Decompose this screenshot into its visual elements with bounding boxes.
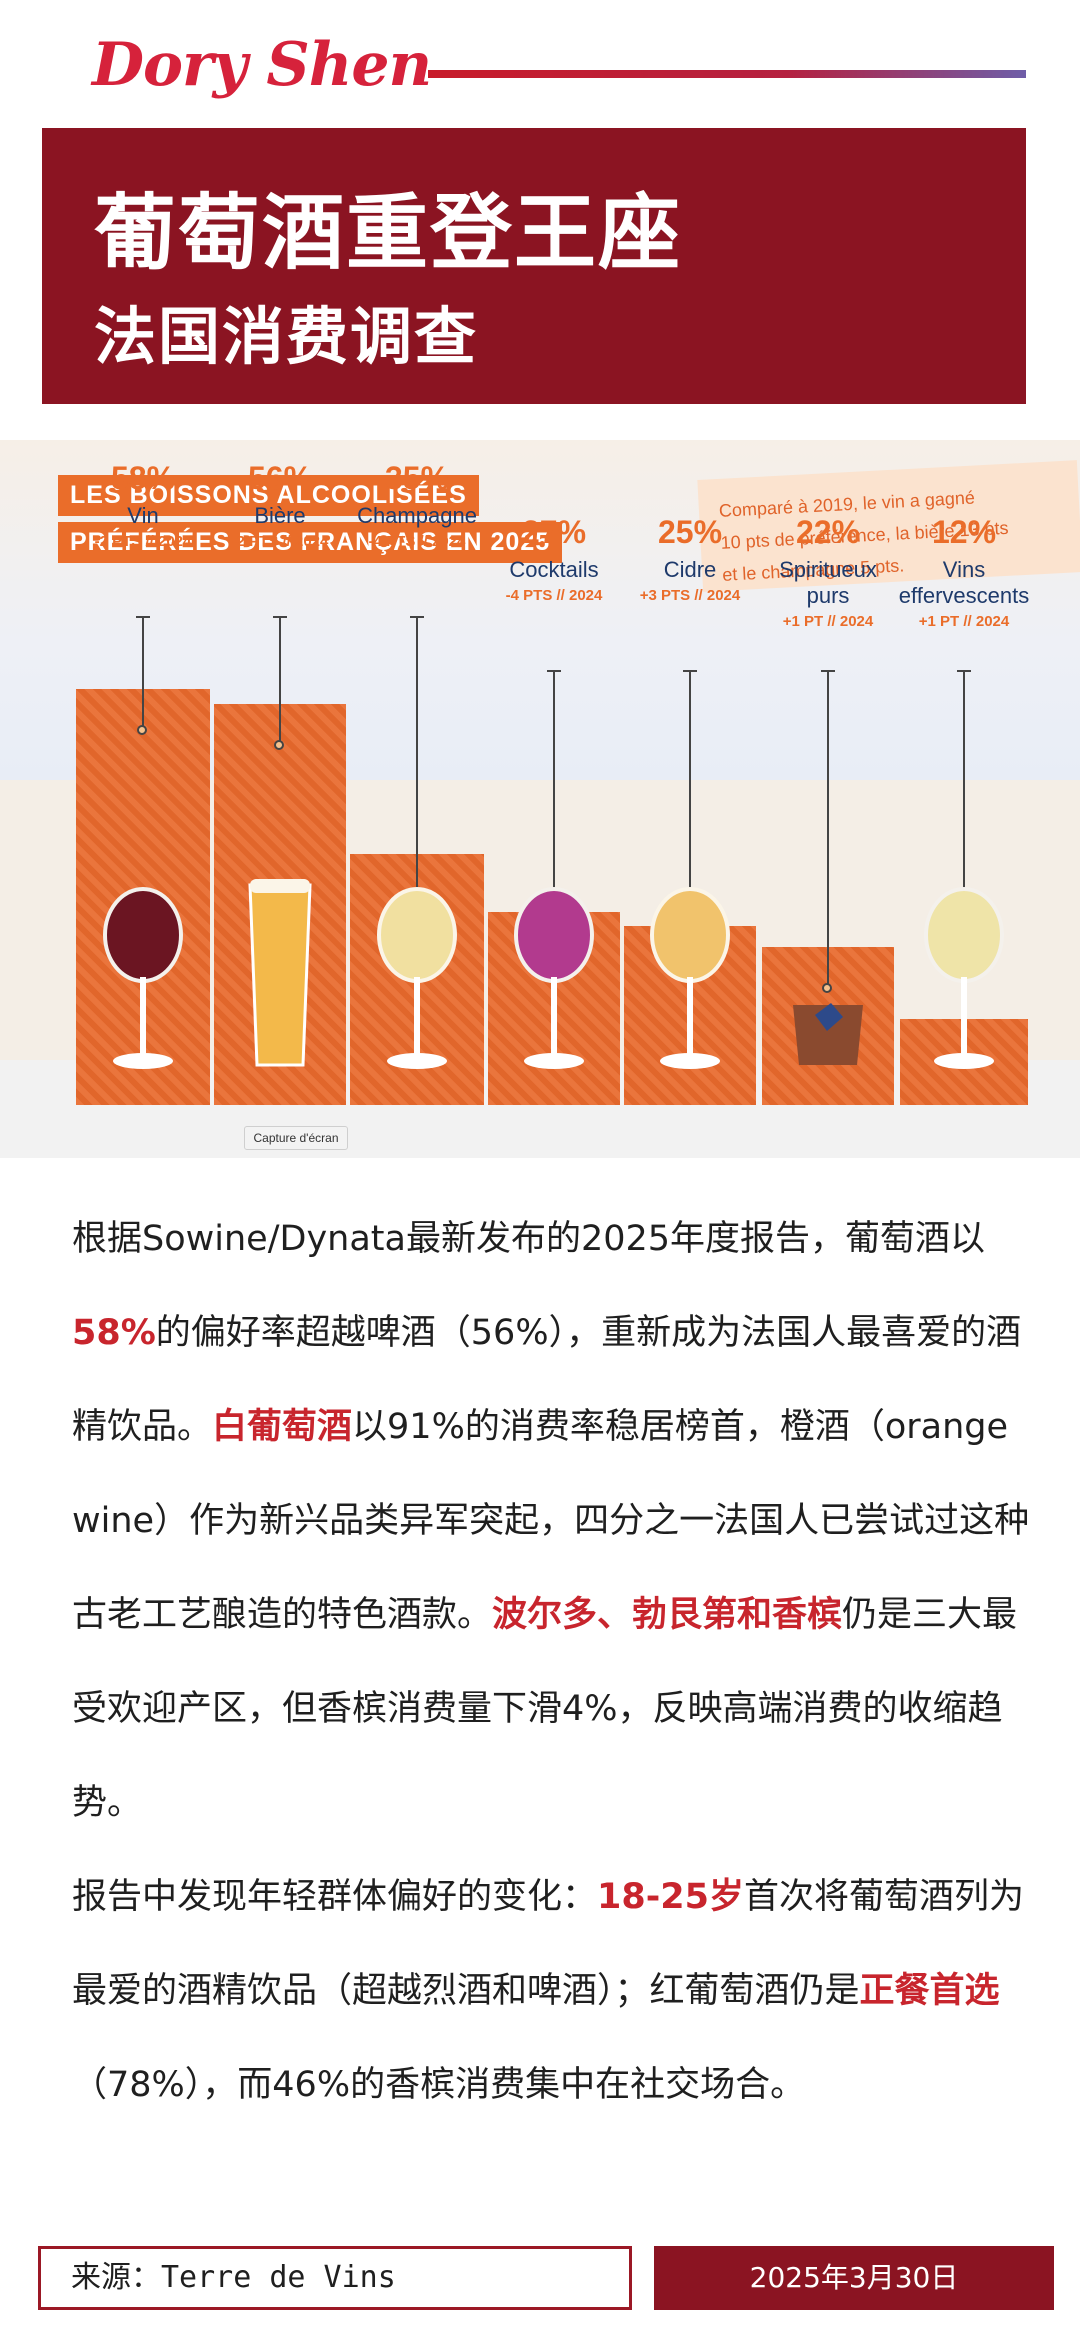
chart-category-label: Vin	[127, 503, 159, 528]
chart-delta-label: -4 PTS // 2024	[368, 533, 466, 550]
publish-date: 2025年3月30日	[654, 2246, 1054, 2310]
drink-glass-icon	[514, 887, 594, 1069]
source-label: 来源：Terre de Vins	[38, 2246, 632, 2310]
body-text: 仍是三大最受欢迎产区，但香槟消费量下滑4%，反映高端消费的收缩趋势。	[72, 1595, 1018, 1823]
chart-leader-line	[279, 616, 281, 744]
banner-line-1: LES BOISSONS ALCOOLISÉES	[58, 475, 479, 516]
brand-logo: Dory Shen	[92, 30, 432, 100]
infographic-image: LES BOISSONS ALCOOLISÉES PRÉFÉRÉES DES F…	[0, 440, 1080, 1158]
highlight-text: 正餐首选	[859, 1971, 1000, 2011]
highlight-text: 58%	[72, 1313, 156, 1353]
chart-leader-line	[689, 670, 691, 966]
body-text: 报告中发现年轻群体偏好的变化：	[72, 1877, 598, 1917]
chart-value-label: 35%	[384, 460, 450, 496]
highlight-text: 18-25岁	[597, 1877, 744, 1917]
drink-glass-icon	[377, 887, 457, 1069]
chart-category-label: Vins effervescents	[898, 557, 1030, 608]
chart-category-label: Bière	[254, 503, 306, 528]
chart-column-label: 35% Champagne -4 PTS // 2024	[337, 460, 497, 550]
chart-leader-line	[827, 670, 829, 988]
body-text: （78%），而46%的香槟消费集中在社交场合。	[72, 2065, 806, 2105]
chart-leader-dot	[274, 739, 284, 750]
drink-glass-icon	[248, 879, 312, 1067]
header-divider	[428, 70, 1026, 78]
chart-column-label: 27% Cocktails -4 PTS // 2024	[474, 514, 634, 604]
drink-glass-icon	[793, 1003, 863, 1065]
highlight-text: 波尔多、勃艮第和香槟	[492, 1595, 843, 1635]
chart-category-label: Cidre	[663, 557, 717, 582]
chart-delta-label: -2 PTS // 2024	[94, 533, 192, 550]
chart-delta-label: +3 PTS // 2024	[639, 587, 741, 604]
article-paragraph-2: 报告中发现年轻群体偏好的变化：18-25岁首次将葡萄酒列为最爱的酒精饮品（超越烈…	[72, 1850, 1032, 2132]
body-text: 的偏好率超越啤酒（56%），重新成为法国人最喜爱的酒精饮品。	[72, 1313, 1022, 1447]
chart-value-label: 12%	[931, 514, 997, 550]
chart-leader-line	[142, 616, 144, 730]
chart-leader-cap	[547, 670, 561, 672]
chart-column-label: 25% Cidre +3 PTS // 2024	[610, 514, 770, 604]
chart-category-label: Spiritueux purs	[779, 557, 877, 608]
highlight-text: 白葡萄酒	[212, 1407, 353, 1447]
chart-leader-dot	[137, 725, 147, 736]
title-banner: 葡萄酒重登王座 法国消费调查	[42, 128, 1026, 404]
chart-delta-label: +1 PT // 2024	[782, 613, 874, 630]
chart-column-label: 12% Vins effervescents +1 PT // 2024	[884, 514, 1044, 630]
chart-category-label: Cocktails	[509, 557, 599, 582]
chart-leader-cap	[273, 616, 287, 618]
article-body: 根据Sowine/Dynata最新发布的2025年度报告，葡萄酒以 58%的偏好率…	[72, 1192, 1032, 2132]
chart-column-label: 58% Vin -2 PTS // 2024	[63, 460, 223, 550]
drink-glass-icon	[650, 887, 730, 1069]
chart-column-label: 56% Bière -2 PTS // 2024	[200, 460, 360, 550]
capture-tooltip: Capture d'écran	[244, 1126, 348, 1150]
chart-leader-line	[963, 670, 965, 1059]
drink-glass-icon	[924, 887, 1004, 1069]
article-paragraph-1: 根据Sowine/Dynata最新发布的2025年度报告，葡萄酒以 58%的偏好率…	[72, 1192, 1032, 1850]
chart-leader-cap	[821, 670, 835, 672]
chart-value-label: 25%	[657, 514, 723, 550]
chart-column-label: 22% Spiritueux purs +1 PT // 2024	[748, 514, 908, 630]
page-title: 葡萄酒重登王座	[94, 186, 683, 281]
chart-delta-label: +1 PT // 2024	[918, 613, 1010, 630]
chart-delta-label: -2 PTS // 2024	[231, 533, 329, 550]
body-text: 以91%的消费率稳居榜首，橙酒（orange wine）作为新兴品类异军突起，四…	[72, 1407, 1030, 1635]
banner-line-2: PRÉFÉRÉES DES FRANÇAIS EN 2025	[58, 522, 563, 563]
chart-leader-cap	[410, 616, 424, 618]
body-text: 根据Sowine/Dynata最新发布的2025年度报告，葡萄酒以	[72, 1219, 986, 1259]
drink-glass-icon	[103, 887, 183, 1069]
chart-value-label: 27%	[521, 514, 587, 550]
chart-leader-cap	[683, 670, 697, 672]
chart-leader-cap	[136, 616, 150, 618]
chart-value-label: 58%	[110, 460, 176, 496]
body-text: 首次将葡萄酒列为最爱的酒精饮品（超越烈酒和啤酒）；红葡萄酒仍是	[72, 1877, 1024, 2011]
chart-leader-cap	[957, 670, 971, 672]
chart-leader-line	[416, 616, 418, 895]
chart-leader-dot	[822, 983, 832, 994]
chart-value-label: 56%	[247, 460, 313, 496]
chart-category-label: Champagne	[357, 503, 477, 528]
page-subtitle: 法国消费调查	[94, 300, 479, 373]
chart-value-label: 22%	[795, 514, 861, 550]
chart-delta-label: -4 PTS // 2024	[505, 587, 603, 604]
infographic-banner: LES BOISSONS ALCOOLISÉES PRÉFÉRÉES DES F…	[58, 475, 588, 565]
chart-leader-line	[553, 670, 555, 952]
